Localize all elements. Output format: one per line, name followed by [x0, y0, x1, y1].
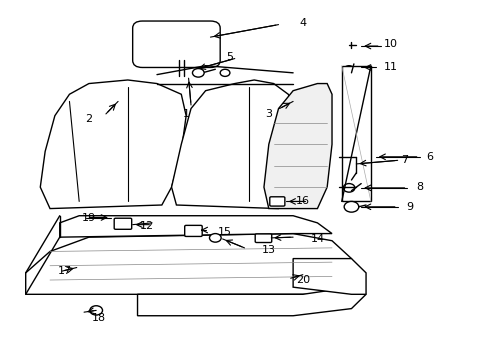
Circle shape: [343, 184, 354, 192]
Polygon shape: [171, 80, 297, 208]
Text: 11: 11: [383, 63, 397, 72]
Polygon shape: [292, 258, 366, 294]
Text: 12: 12: [140, 221, 154, 231]
Circle shape: [90, 306, 102, 315]
FancyBboxPatch shape: [114, 218, 131, 229]
Text: 19: 19: [81, 212, 96, 222]
FancyBboxPatch shape: [341, 66, 370, 202]
Polygon shape: [40, 80, 186, 208]
Circle shape: [209, 234, 221, 242]
Text: 4: 4: [299, 18, 306, 28]
FancyBboxPatch shape: [184, 225, 202, 237]
Text: 16: 16: [295, 197, 309, 206]
Text: 9: 9: [406, 202, 412, 212]
Text: 20: 20: [295, 275, 309, 285]
Polygon shape: [26, 234, 351, 294]
Text: 8: 8: [415, 182, 422, 192]
Circle shape: [192, 68, 203, 77]
FancyBboxPatch shape: [255, 234, 271, 243]
Text: 15: 15: [218, 227, 232, 237]
Circle shape: [344, 66, 353, 73]
Text: 14: 14: [310, 234, 324, 244]
Text: 6: 6: [425, 152, 432, 162]
Text: 17: 17: [58, 266, 72, 276]
Text: 5: 5: [226, 52, 233, 62]
FancyBboxPatch shape: [132, 21, 220, 67]
Text: 13: 13: [261, 245, 275, 255]
FancyBboxPatch shape: [269, 197, 285, 206]
Polygon shape: [264, 84, 331, 208]
Circle shape: [220, 69, 229, 76]
Polygon shape: [137, 287, 366, 316]
Text: 3: 3: [265, 109, 272, 119]
Text: 1: 1: [183, 109, 189, 119]
Circle shape: [344, 202, 358, 212]
Text: 10: 10: [383, 39, 397, 49]
Text: 18: 18: [91, 312, 105, 323]
Text: 2: 2: [85, 114, 92, 124]
Text: 7: 7: [401, 156, 407, 165]
Polygon shape: [60, 216, 331, 237]
